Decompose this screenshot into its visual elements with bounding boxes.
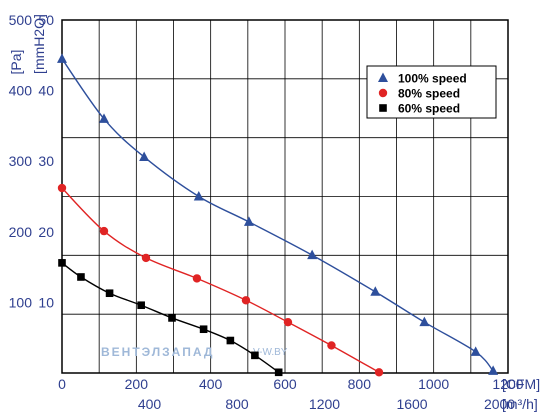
data-point-square [168, 314, 176, 322]
data-point-circle [99, 226, 109, 236]
watermark: ВЕНТЭЛЗАПАД V-W.BY [101, 345, 288, 359]
plot-area-border [61, 19, 509, 374]
data-point-circle [374, 368, 384, 377]
x-tick-label-cfm: 1000 [418, 376, 449, 392]
data-point-circle [57, 183, 67, 193]
x-tick-label-cfm: 1200 [492, 376, 523, 392]
watermark-site: V-W.BY [253, 347, 288, 358]
data-point-circle [192, 274, 202, 283]
series-circle [57, 183, 384, 377]
data-point-triangle [193, 191, 204, 201]
series-square [58, 259, 283, 377]
legend-item: 80% speed [378, 87, 460, 101]
legend-item: 100% speed [378, 72, 467, 86]
watermark-brand: ВЕНТЭЛЗАПАД [101, 345, 214, 359]
x-tick-label-m3h: 2000 [484, 396, 515, 412]
x-tick-label-cfm: 0 [58, 376, 66, 392]
x-tick-label-m3h: 1200 [309, 396, 340, 412]
y-tick-label-mmh2o: 50 [38, 12, 54, 28]
y-tick-label-pa: 500 [9, 12, 33, 28]
series-line [61, 187, 380, 373]
data-point-square [105, 289, 114, 298]
x-axis-label-cfm: [CFM] [502, 376, 540, 392]
data-point-triangle [307, 249, 318, 260]
x-tick-label-m3h: 1600 [396, 396, 427, 412]
data-point-square [137, 301, 145, 310]
data-point-triangle [98, 113, 109, 123]
y-tick-label-mmh2o: 20 [38, 224, 54, 240]
series-layer [57, 53, 499, 377]
y-tick-label-pa: 300 [9, 153, 33, 169]
data-point-square [77, 273, 85, 281]
data-point-square [226, 336, 235, 345]
x-tick-label-cfm: 800 [348, 376, 372, 392]
data-point-triangle [470, 346, 481, 356]
data-point-circle [327, 341, 336, 350]
x-axis-label-m3h: [m³/h] [502, 396, 538, 412]
data-point-triangle [378, 72, 388, 82]
data-point-circle [378, 88, 388, 98]
data-point-triangle [57, 53, 67, 63]
data-point-square [199, 325, 208, 334]
data-point-square [274, 368, 283, 377]
x-tick-label-cfm: 600 [273, 376, 297, 392]
data-point-triangle [243, 216, 254, 226]
y-tick-label-mmh2o: 30 [38, 153, 54, 169]
series-triangle [57, 53, 499, 375]
y-ticks: 100 10 200 20 300 30 400 40 500 50 [9, 12, 55, 310]
legend-label: 60% speed [398, 102, 460, 116]
data-point-square [251, 351, 259, 360]
y-axis-label-mmh2o: [mmH2O] [31, 14, 47, 74]
y-tick-label-mmh2o: 10 [38, 294, 54, 310]
data-point-triangle [139, 151, 150, 161]
x-tick-label-m3h: 800 [225, 396, 249, 412]
legend-label: 80% speed [398, 87, 460, 101]
data-point-square [58, 259, 66, 267]
x-tick-label-m3h: 400 [138, 396, 162, 412]
y-tick-label-pa: 400 [9, 83, 33, 99]
legend-label: 100% speed [398, 72, 467, 86]
y-axis-label-pa: [Pa] [8, 50, 24, 75]
x-tick-label-cfm: 400 [199, 376, 223, 392]
data-point-circle [283, 317, 293, 327]
data-point-circle [141, 253, 151, 263]
x-tick-label-cfm: 200 [125, 376, 149, 392]
y-tick-label-pa: 100 [9, 294, 33, 310]
y-tick-label-pa: 200 [9, 224, 33, 240]
data-point-triangle [419, 316, 430, 327]
legend-item: 60% speed [379, 102, 460, 116]
series-line [61, 58, 494, 372]
y-tick-label-mmh2o: 40 [38, 83, 54, 99]
data-point-square [379, 104, 387, 112]
data-point-triangle [370, 286, 381, 296]
data-point-circle [241, 296, 251, 305]
legend-box [366, 65, 497, 119]
data-point-triangle [488, 365, 499, 375]
